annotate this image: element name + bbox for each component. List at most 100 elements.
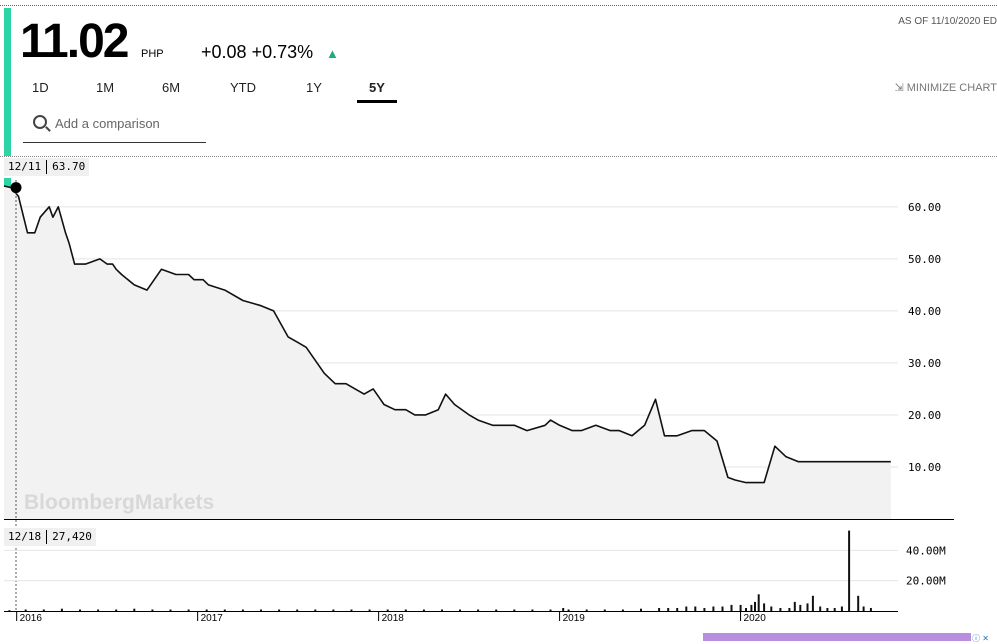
volume-bar xyxy=(721,606,724,611)
volume-bar xyxy=(730,604,733,611)
volume-bar xyxy=(368,609,371,611)
volume-bar xyxy=(549,609,552,611)
volume-tooltip-value: 27,420 xyxy=(52,530,92,543)
volume-bar xyxy=(42,609,45,611)
x-tick-label: 2019 xyxy=(563,613,586,624)
price-value: 11.02 xyxy=(20,15,129,68)
volume-bar xyxy=(223,609,226,611)
price-tick-label: 50.00 xyxy=(908,253,941,266)
volume-bar xyxy=(819,606,822,611)
price-change: +0.08 +0.73% xyxy=(201,42,313,63)
price-tick-label: 30.00 xyxy=(908,357,941,370)
volume-bar xyxy=(640,608,642,611)
tab-1y[interactable]: 1Y xyxy=(306,80,322,95)
volume-bar xyxy=(241,609,244,611)
volume-bar xyxy=(833,608,836,611)
tab-6m[interactable]: 6M xyxy=(162,80,181,95)
volume-bar xyxy=(857,595,860,611)
active-tab-underline xyxy=(357,100,397,103)
volume-bar xyxy=(685,606,688,611)
price-tick-label: 20.00 xyxy=(908,409,941,422)
volume-bar xyxy=(8,610,11,611)
price-tooltip-value: 63.70 xyxy=(52,160,86,173)
volume-bar xyxy=(779,608,782,611)
volume-bar xyxy=(477,609,480,611)
volume-bar xyxy=(60,608,63,611)
volume-bar xyxy=(495,609,498,611)
volume-bar xyxy=(750,604,753,611)
volume-bar xyxy=(24,609,27,611)
volume-bar xyxy=(676,608,679,611)
volume-bar xyxy=(862,606,865,611)
volume-bar xyxy=(133,608,136,611)
as-of-timestamp: AS OF 11/10/2020 ED xyxy=(898,16,997,27)
volume-bar xyxy=(667,608,670,611)
comparison-search[interactable]: Add a comparison xyxy=(23,104,206,143)
volume-bar xyxy=(260,609,262,611)
volume-bar xyxy=(603,609,606,611)
volume-bar xyxy=(205,609,208,611)
crosshair-marker xyxy=(10,182,22,194)
volume-bar xyxy=(151,609,154,611)
comparison-input[interactable]: Add a comparison xyxy=(55,116,160,131)
tab-1m[interactable]: 1M xyxy=(96,80,115,95)
tab-ytd[interactable]: YTD xyxy=(230,80,256,95)
volume-bar xyxy=(531,609,534,611)
volume-bar xyxy=(869,608,872,611)
volume-bar xyxy=(169,609,172,611)
ad-info-icon[interactable]: ⓘ ✕ xyxy=(972,634,989,643)
volume-bar xyxy=(585,609,588,611)
volume-bar xyxy=(840,606,843,611)
watermark: BloombergMarkets xyxy=(24,491,214,514)
price-tooltip: 12/11 63.70 xyxy=(4,158,90,176)
volume-tick-label: 20.00M xyxy=(906,575,946,588)
volume-bar xyxy=(793,601,796,611)
top-dotted-border xyxy=(0,5,997,6)
volume-tooltip-date: 12/18 xyxy=(8,530,42,543)
tab-1d[interactable]: 1D xyxy=(32,80,49,95)
volume-bar xyxy=(97,609,100,611)
volume-bar xyxy=(811,595,814,611)
volume-bar xyxy=(332,609,335,611)
minimize-chart-button[interactable]: ⇲ MINIMIZE CHART xyxy=(894,81,997,94)
volume-bar xyxy=(441,609,443,611)
volume-bar xyxy=(296,609,299,611)
triangle-up-icon: ▲ xyxy=(326,46,339,61)
chart-top-divider xyxy=(0,156,997,157)
volume-bar xyxy=(703,608,706,611)
volume-bar xyxy=(658,608,661,611)
volume-bar xyxy=(567,609,570,611)
price-line xyxy=(3,185,891,484)
x-tick-label: 2018 xyxy=(382,613,405,624)
volume-bar xyxy=(826,608,829,611)
volume-bar xyxy=(745,608,747,611)
price-tooltip-date: 12/11 xyxy=(8,160,42,173)
volume-bar xyxy=(757,594,760,611)
volume-bar xyxy=(350,609,353,611)
volume-bar xyxy=(404,609,407,611)
tab-5y[interactable]: 5Y xyxy=(369,80,385,95)
volume-bar xyxy=(770,606,773,611)
volume-bar xyxy=(799,604,802,611)
volume-bar xyxy=(763,603,766,611)
x-tick-label: 2017 xyxy=(201,613,224,624)
accent-bar xyxy=(4,8,11,156)
minimize-icon: ⇲ xyxy=(894,82,904,94)
currency-label: PHP xyxy=(141,48,164,60)
price-tick-label: 10.00 xyxy=(908,461,941,474)
volume-bar xyxy=(806,603,809,611)
volume-bar xyxy=(712,606,715,611)
change-pct: +0.73% xyxy=(251,42,314,62)
volume-bar xyxy=(79,609,81,611)
search-icon xyxy=(33,115,47,129)
price-tick-label: 40.00 xyxy=(908,305,941,318)
volume-bar xyxy=(621,609,624,611)
x-tick-label: 2016 xyxy=(20,613,43,624)
volume-bar xyxy=(562,608,565,611)
volume-bar xyxy=(459,609,461,611)
volume-bar xyxy=(422,609,425,611)
ad-banner[interactable] xyxy=(703,633,971,641)
volume-bar xyxy=(788,608,791,611)
volume-tick-label: 40.00M xyxy=(906,544,946,557)
